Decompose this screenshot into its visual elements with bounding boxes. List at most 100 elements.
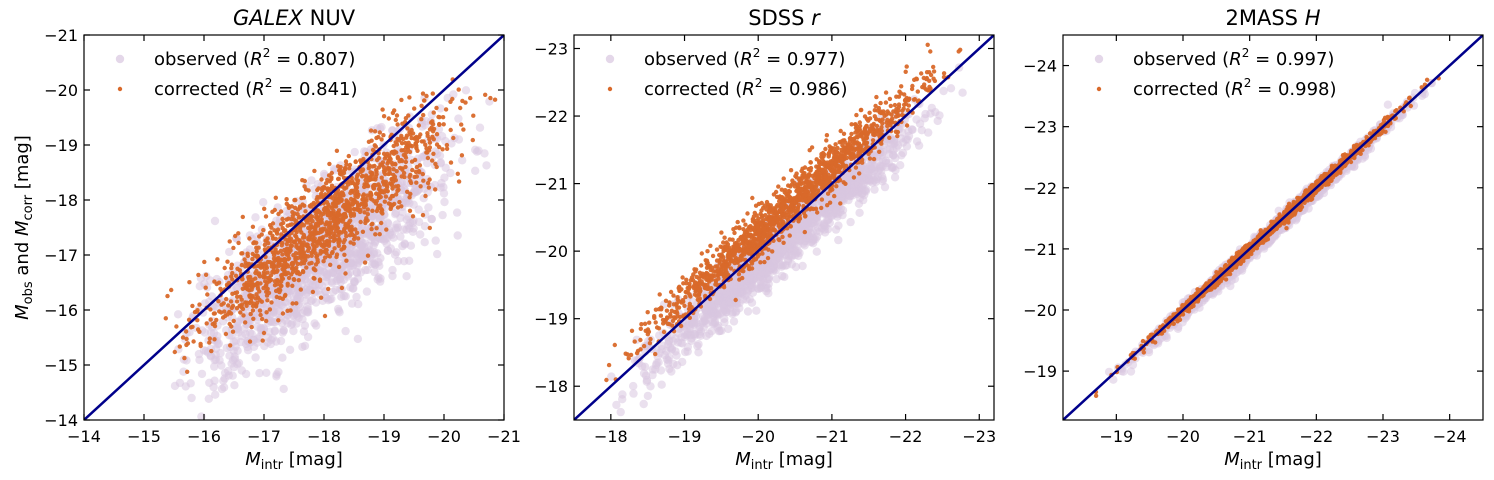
- point-observed: [834, 221, 843, 230]
- point-observed: [811, 212, 821, 222]
- point-corrected: [391, 176, 396, 182]
- point-corrected: [252, 240, 257, 245]
- point-corrected: [459, 153, 465, 158]
- point-observed: [958, 88, 967, 97]
- point-observed: [170, 381, 180, 391]
- point-observed: [333, 304, 343, 314]
- point-observed: [243, 346, 253, 355]
- point-corrected: [347, 162, 353, 168]
- point-corrected: [880, 117, 885, 122]
- series-observed: [170, 86, 494, 420]
- point-observed: [278, 353, 287, 362]
- point-corrected: [319, 237, 325, 242]
- point-corrected: [363, 173, 369, 178]
- point-corrected: [336, 217, 341, 223]
- point-observed: [454, 114, 463, 123]
- point-corrected: [333, 226, 338, 231]
- point-corrected: [218, 286, 223, 291]
- point-corrected: [463, 100, 468, 105]
- point-corrected: [353, 186, 358, 192]
- panel-galex-nuv: −14 −15 −16 −17 −18 −19 −20 −21−14−15−16−17−18−…: [44, 6, 521, 473]
- point-corrected: [708, 243, 713, 248]
- point-corrected: [356, 236, 361, 241]
- point-corrected: [368, 191, 374, 196]
- point-observed: [388, 265, 397, 275]
- point-corrected: [276, 263, 282, 268]
- point-corrected: [424, 146, 429, 151]
- point-corrected: [851, 175, 857, 180]
- point-observed: [776, 260, 785, 270]
- point-corrected: [422, 98, 427, 103]
- point-corrected: [414, 180, 419, 185]
- point-observed: [629, 381, 638, 391]
- point-corrected: [332, 233, 338, 239]
- point-corrected: [341, 175, 347, 180]
- point-observed: [646, 382, 655, 391]
- point-corrected: [306, 188, 311, 193]
- point-corrected: [334, 148, 340, 153]
- point-corrected: [329, 250, 335, 256]
- point-corrected: [350, 232, 355, 237]
- point-corrected: [431, 110, 436, 115]
- point-corrected: [347, 166, 352, 171]
- point-observed: [705, 329, 714, 338]
- panel-title: GALEX NUV: [233, 6, 356, 30]
- point-corrected: [305, 248, 311, 253]
- point-corrected: [403, 140, 408, 146]
- point-corrected: [318, 218, 324, 223]
- point-corrected: [240, 276, 245, 282]
- point-corrected: [382, 199, 387, 204]
- point-corrected: [420, 91, 426, 96]
- point-observed: [396, 232, 405, 241]
- point-corrected: [417, 163, 423, 168]
- point-corrected: [180, 335, 186, 340]
- point-corrected: [362, 210, 367, 215]
- point-corrected: [186, 317, 192, 322]
- point-observed: [231, 342, 240, 351]
- point-observed: [228, 371, 237, 380]
- point-corrected: [431, 137, 436, 142]
- point-corrected: [226, 303, 231, 308]
- point-observed: [686, 330, 695, 340]
- point-observed: [241, 329, 250, 339]
- point-corrected: [253, 296, 258, 301]
- point-corrected: [403, 155, 409, 160]
- point-corrected: [841, 131, 847, 136]
- point-corrected: [329, 170, 334, 176]
- point-corrected: [265, 298, 270, 303]
- point-corrected: [344, 233, 349, 239]
- point-corrected: [451, 135, 456, 141]
- point-corrected: [391, 143, 396, 149]
- point-observed: [664, 353, 674, 362]
- point-corrected: [300, 202, 305, 207]
- point-observed: [924, 128, 933, 137]
- point-observed: [883, 145, 892, 154]
- x-tick-label: −20: [427, 427, 461, 446]
- point-corrected: [426, 185, 432, 190]
- point-corrected: [208, 317, 213, 322]
- point-observed: [216, 348, 225, 358]
- point-corrected: [820, 150, 826, 156]
- point-corrected: [402, 174, 407, 180]
- point-corrected: [309, 260, 314, 266]
- point-corrected: [903, 69, 908, 75]
- point-observed: [880, 182, 890, 192]
- point-corrected: [353, 159, 358, 165]
- point-corrected: [456, 179, 462, 184]
- point-corrected: [425, 131, 430, 136]
- point-corrected: [458, 105, 463, 111]
- point-corrected: [269, 225, 274, 230]
- point-observed: [681, 347, 690, 357]
- point-corrected: [212, 279, 217, 284]
- point-observed: [935, 111, 944, 120]
- point-corrected: [331, 216, 336, 221]
- point-observed: [730, 282, 740, 292]
- point-observed: [262, 368, 271, 377]
- point-observed: [414, 217, 424, 227]
- point-observed: [430, 180, 439, 190]
- point-corrected: [264, 310, 269, 315]
- point-corrected: [221, 301, 226, 306]
- point-observed: [672, 351, 681, 360]
- point-corrected: [229, 324, 234, 329]
- point-observed: [339, 275, 348, 284]
